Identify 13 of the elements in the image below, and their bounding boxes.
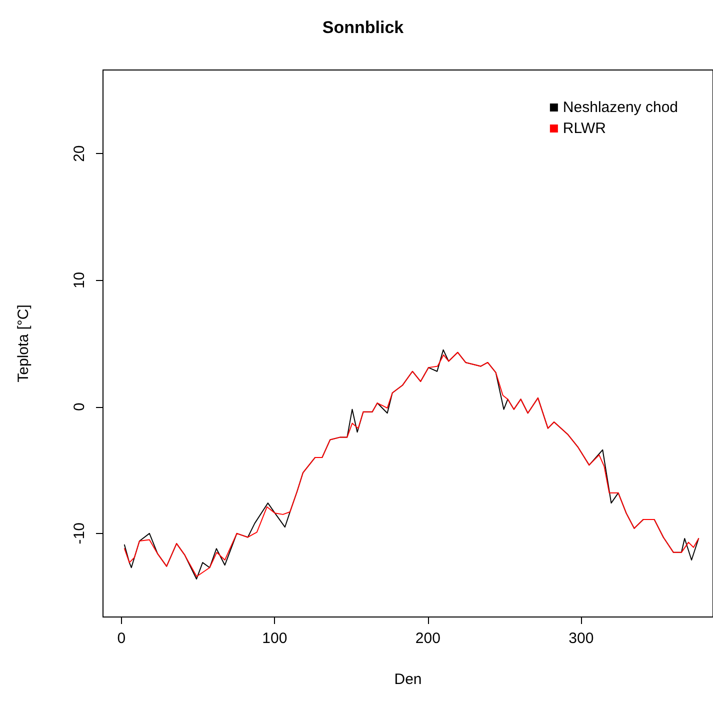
chart-title: Sonnblick (322, 18, 404, 37)
y-axis-title: Teplota [°C] (15, 304, 32, 382)
x-tick-label: 300 (568, 630, 594, 647)
legend-label: RLWR (562, 120, 606, 137)
x-tick-label: 200 (415, 630, 440, 647)
legend-label: Neshlazeny chod (562, 99, 678, 116)
y-tick-label: 20 (71, 145, 88, 162)
x-tick-label: 100 (262, 630, 288, 647)
y-tick-label: 10 (71, 272, 88, 289)
x-axis-title: Den (394, 671, 422, 688)
x-tick-label: 0 (117, 630, 126, 647)
y-tick-label: 0 (71, 402, 88, 411)
y-tick-label: -10 (71, 522, 88, 544)
